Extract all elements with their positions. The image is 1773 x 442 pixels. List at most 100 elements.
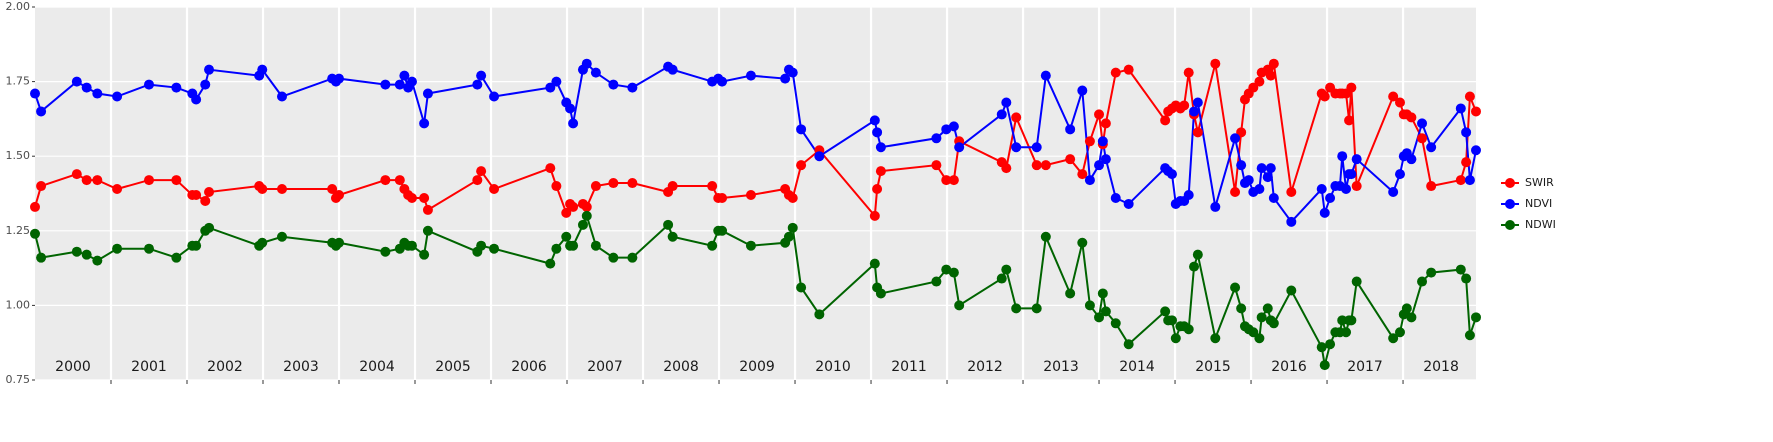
point bbox=[1001, 163, 1012, 174]
point bbox=[1065, 288, 1076, 299]
point bbox=[1471, 145, 1481, 156]
point bbox=[875, 166, 886, 177]
point bbox=[476, 240, 487, 251]
point bbox=[1319, 91, 1330, 102]
point bbox=[394, 79, 405, 90]
point bbox=[1262, 303, 1273, 314]
point bbox=[71, 246, 82, 257]
point bbox=[1346, 315, 1357, 326]
point bbox=[1464, 91, 1475, 102]
point bbox=[1040, 231, 1051, 242]
point bbox=[1097, 136, 1108, 147]
point bbox=[257, 184, 268, 195]
point bbox=[1031, 303, 1042, 314]
point bbox=[1344, 115, 1355, 126]
point bbox=[954, 300, 965, 311]
point bbox=[1011, 142, 1022, 153]
point bbox=[92, 255, 103, 266]
point bbox=[489, 243, 500, 254]
point bbox=[1268, 318, 1279, 329]
point bbox=[1077, 237, 1088, 248]
y-tick-label: 0.75 bbox=[6, 373, 31, 386]
year-label: 2017 bbox=[1347, 359, 1383, 375]
point bbox=[1417, 118, 1428, 129]
point bbox=[590, 181, 601, 192]
point bbox=[1341, 327, 1352, 338]
point bbox=[745, 240, 756, 251]
point bbox=[1426, 142, 1437, 153]
point bbox=[112, 91, 123, 102]
point bbox=[1388, 91, 1399, 102]
point bbox=[1084, 136, 1095, 147]
point bbox=[204, 222, 215, 233]
point bbox=[144, 79, 155, 90]
point bbox=[1461, 273, 1472, 284]
point bbox=[1110, 318, 1121, 329]
year-label: 2008 bbox=[663, 359, 699, 375]
y-tick-label: 1.50 bbox=[6, 149, 31, 162]
point bbox=[1011, 112, 1022, 123]
point bbox=[1417, 276, 1428, 287]
point bbox=[36, 181, 47, 192]
point bbox=[1256, 312, 1267, 323]
point bbox=[1166, 169, 1177, 180]
point bbox=[277, 91, 288, 102]
point bbox=[663, 219, 674, 230]
point bbox=[568, 201, 579, 212]
point bbox=[545, 258, 556, 269]
point bbox=[1351, 276, 1362, 287]
point bbox=[30, 201, 40, 212]
point bbox=[419, 192, 430, 203]
point bbox=[1471, 106, 1481, 117]
point bbox=[1065, 124, 1076, 135]
point bbox=[875, 142, 886, 153]
point bbox=[30, 228, 40, 239]
point bbox=[1337, 151, 1348, 162]
point bbox=[581, 201, 592, 212]
point bbox=[406, 192, 417, 203]
legend-swatch bbox=[1505, 220, 1515, 230]
point bbox=[1230, 282, 1241, 293]
year-label: 2010 bbox=[815, 359, 851, 375]
point bbox=[1346, 82, 1357, 93]
legend-label: NDWI bbox=[1525, 218, 1556, 231]
point bbox=[1100, 118, 1111, 129]
point bbox=[551, 243, 562, 254]
point bbox=[257, 237, 268, 248]
point bbox=[1337, 315, 1348, 326]
point bbox=[1262, 172, 1273, 183]
point bbox=[1268, 58, 1279, 69]
point bbox=[1123, 64, 1134, 75]
point bbox=[1426, 267, 1437, 278]
point bbox=[1319, 207, 1330, 218]
point bbox=[814, 309, 825, 320]
point bbox=[1254, 76, 1265, 87]
point bbox=[1316, 342, 1327, 353]
legend-swatch bbox=[1505, 178, 1515, 188]
point bbox=[191, 189, 202, 200]
legend-label: SWIR bbox=[1525, 176, 1554, 189]
point bbox=[1464, 175, 1475, 186]
point bbox=[1471, 312, 1481, 323]
point bbox=[1084, 300, 1095, 311]
point bbox=[1160, 306, 1171, 317]
point bbox=[931, 160, 942, 171]
point bbox=[1461, 127, 1472, 138]
point bbox=[561, 231, 572, 242]
point bbox=[869, 115, 880, 126]
point bbox=[200, 79, 211, 90]
point bbox=[551, 181, 562, 192]
y-tick-label: 2.00 bbox=[6, 0, 31, 13]
point bbox=[796, 282, 807, 293]
point bbox=[948, 121, 959, 132]
point bbox=[36, 252, 47, 263]
point bbox=[71, 76, 82, 87]
point bbox=[1286, 187, 1297, 198]
point bbox=[717, 225, 728, 236]
point bbox=[1077, 169, 1088, 180]
y-tick-label: 1.75 bbox=[6, 75, 31, 88]
point bbox=[1286, 285, 1297, 296]
point bbox=[869, 258, 880, 269]
